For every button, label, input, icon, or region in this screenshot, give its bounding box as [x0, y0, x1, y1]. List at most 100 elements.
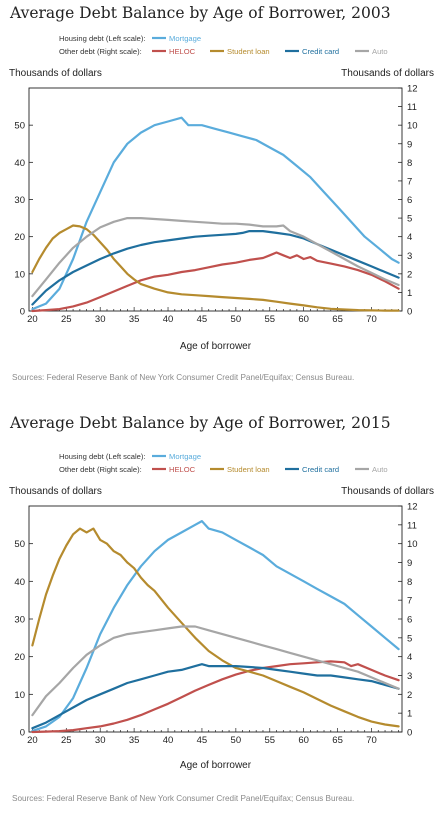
y-axis-left-label: Thousands of dollars [9, 68, 102, 79]
y-left-tick-label: 10 [14, 269, 25, 280]
legend-label-heloc: HELOC [169, 465, 196, 474]
y-left-tick-label: 40 [14, 577, 25, 588]
legend-other-label: Other debt (Right scale): [59, 47, 142, 56]
x-axis-ticks: 20 25 30 35 40 45 50 55 60 65 70 [27, 728, 399, 746]
x-tick-label: 25 [61, 735, 72, 746]
series-line-mortgage [31, 519, 400, 732]
x-tick-label: 20 [27, 314, 38, 325]
x-tick-label: 55 [264, 735, 275, 746]
y-right-tick-label: 1 [407, 709, 412, 720]
y-right-tick-label: 1 [407, 288, 412, 299]
x-tick-label: 35 [129, 735, 140, 746]
legend-housing-label: Housing debt (Left scale): [59, 34, 146, 43]
chart-2003-plot: Housing debt (Left scale): Other debt (Ri… [9, 34, 434, 352]
x-tick-label: 35 [129, 314, 140, 325]
plot-frame [28, 505, 403, 733]
y-right-tick-label: 5 [407, 214, 412, 225]
x-tick-label: 30 [95, 735, 106, 746]
legend-label-auto: Auto [372, 47, 388, 56]
series-line-auto [31, 625, 400, 717]
y-right-tick-label: 3 [407, 251, 412, 262]
y-left-tick-label: 30 [14, 615, 25, 626]
legend-label-mortgage: Mortgage [169, 452, 201, 461]
legend-label-heloc: HELOC [169, 47, 196, 56]
y-right-tick-label: 6 [407, 615, 412, 626]
y-right-tick-label: 0 [407, 728, 412, 739]
y-right-tick-label: 9 [407, 139, 412, 150]
chart-2015-plot: Housing debt (Left scale): Other debt (Ri… [9, 452, 434, 771]
y-axis-left-ticks: 0 10 20 30 40 50 [14, 539, 33, 739]
chart-title: Average Debt Balance by Age of Borrower,… [10, 414, 391, 432]
x-tick-label: 55 [264, 314, 275, 325]
y-axis-right-label: Thousands of dollars [341, 68, 434, 79]
x-tick-label: 50 [231, 314, 242, 325]
y-left-tick-label: 20 [14, 232, 25, 243]
y-right-tick-label: 4 [407, 652, 412, 663]
x-axis-label: Age of borrower [180, 760, 252, 771]
y-right-tick-label: 8 [407, 158, 412, 169]
y-left-tick-label: 40 [14, 158, 25, 169]
y-left-tick-label: 0 [20, 307, 25, 318]
series-line-heloc [31, 251, 400, 313]
x-tick-label: 45 [197, 314, 208, 325]
series-line-student-loan [31, 224, 400, 312]
legend-label-student-loan: Student loan [227, 47, 270, 56]
x-tick-label: 25 [61, 314, 72, 325]
series-line-mortgage [31, 116, 400, 311]
y-right-tick-label: 10 [407, 539, 418, 550]
x-tick-label: 70 [366, 735, 377, 746]
series-line-credit-card [31, 230, 400, 306]
series-line-student-loan [31, 527, 400, 728]
y-left-tick-label: 50 [14, 121, 25, 132]
series-line-auto [31, 217, 400, 298]
legend-label-mortgage: Mortgage [169, 34, 201, 43]
x-tick-label: 40 [163, 735, 174, 746]
legend-label-credit-card: Credit card [302, 465, 339, 474]
y-right-tick-label: 6 [407, 195, 412, 206]
x-tick-label: 60 [298, 314, 309, 325]
legend-other-label: Other debt (Right scale): [59, 465, 142, 474]
y-axis-left-label: Thousands of dollars [9, 486, 102, 497]
y-left-tick-label: 20 [14, 652, 25, 663]
series-line-heloc [31, 660, 400, 734]
chart-2003: Average Debt Balance by Age of Borrower,… [0, 0, 443, 406]
y-right-tick-label: 3 [407, 671, 412, 682]
y-axis-right-label: Thousands of dollars [341, 486, 434, 497]
legend-housing-label: Housing debt (Left scale): [59, 452, 146, 461]
y-axis-left-ticks: 0 10 20 30 40 50 [14, 121, 33, 318]
x-tick-label: 30 [95, 314, 106, 325]
x-tick-label: 65 [332, 314, 343, 325]
legend-label-auto: Auto [372, 465, 388, 474]
legend: Housing debt (Left scale): Other debt (Ri… [59, 34, 388, 56]
y-right-tick-label: 10 [407, 121, 418, 132]
y-right-tick-label: 5 [407, 633, 412, 644]
x-tick-label: 50 [231, 735, 242, 746]
y-left-tick-label: 10 [14, 690, 25, 701]
series-group [31, 116, 400, 313]
y-left-tick-label: 0 [20, 728, 25, 739]
legend-label-credit-card: Credit card [302, 47, 339, 56]
y-right-tick-label: 12 [407, 502, 418, 513]
legend: Housing debt (Left scale): Other debt (Ri… [59, 452, 388, 474]
y-right-tick-label: 8 [407, 577, 412, 588]
source-note: Sources: Federal Reserve Bank of New Yor… [12, 373, 355, 382]
x-tick-label: 65 [332, 735, 343, 746]
y-right-tick-label: 9 [407, 558, 412, 569]
x-tick-label: 60 [298, 735, 309, 746]
y-right-tick-label: 12 [407, 84, 418, 95]
x-axis-label: Age of borrower [180, 341, 252, 352]
plot-frame [28, 87, 403, 312]
y-right-tick-label: 0 [407, 307, 412, 318]
source-note: Sources: Federal Reserve Bank of New Yor… [12, 794, 355, 803]
x-tick-label: 70 [366, 314, 377, 325]
y-right-tick-label: 11 [407, 520, 417, 531]
y-left-tick-label: 30 [14, 195, 25, 206]
x-axis-ticks: 20 25 30 35 40 45 50 55 60 65 70 [27, 307, 399, 325]
chart-title: Average Debt Balance by Age of Borrower,… [10, 4, 391, 22]
series-group [31, 519, 400, 734]
y-right-tick-label: 2 [407, 269, 412, 280]
y-right-tick-label: 7 [407, 176, 412, 187]
legend-label-student-loan: Student loan [227, 465, 270, 474]
